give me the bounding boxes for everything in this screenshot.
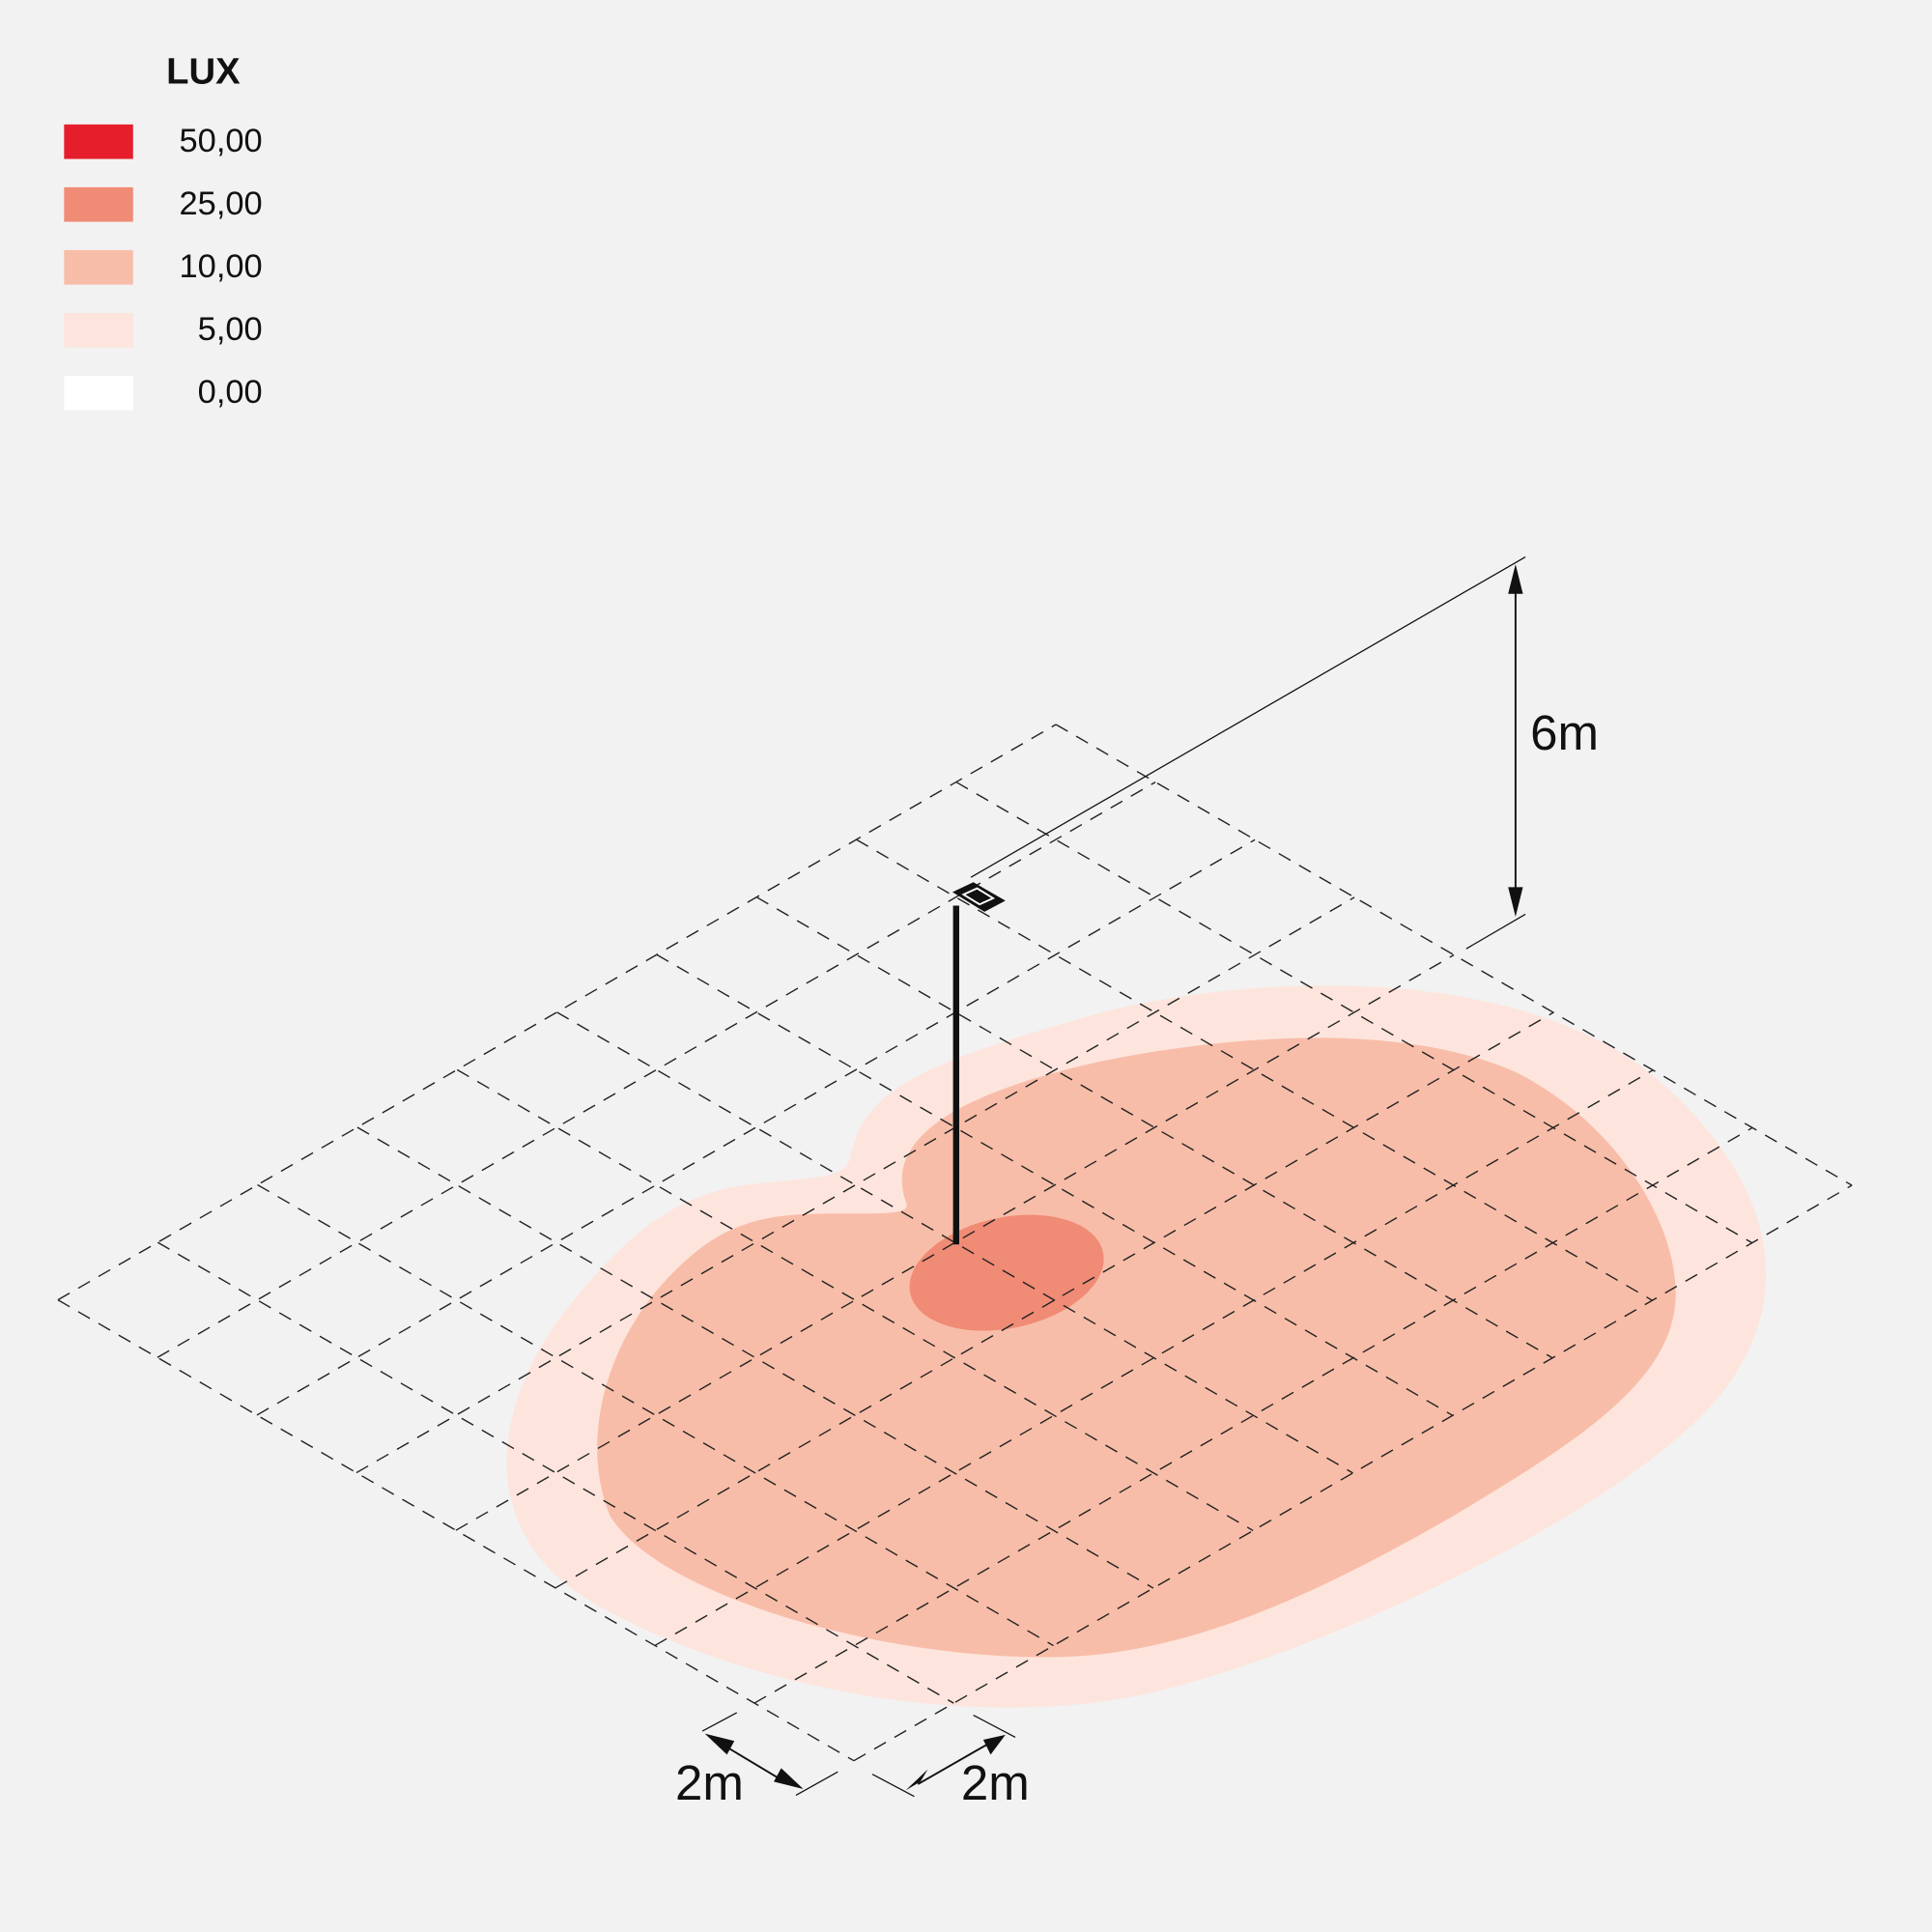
grid-line [656, 953, 1454, 1416]
luminaire-detail [961, 887, 996, 906]
grid-line [257, 1183, 1054, 1647]
legend-label: 0,00 [198, 374, 263, 411]
dimension-arrowheads [704, 1733, 1006, 1791]
grid-line [853, 1184, 1853, 1762]
grid-line [57, 724, 1057, 1301]
legend-swatch [64, 249, 133, 285]
grid-line [455, 953, 1455, 1531]
luminaire [952, 882, 1006, 912]
grid-line [355, 896, 1355, 1474]
grid-line [856, 838, 1653, 1301]
height-dimension [970, 555, 1526, 950]
legend-title: LUX [166, 51, 241, 93]
grid-label-b: 2m [961, 1755, 1030, 1810]
grid-line [1055, 724, 1853, 1186]
grid-line [256, 838, 1256, 1416]
grid [57, 724, 1853, 1762]
grid-line [554, 1011, 1554, 1589]
grid-line [955, 781, 1753, 1244]
legend-swatch [64, 124, 133, 159]
grid-line [753, 1126, 1753, 1704]
grid-line [57, 1299, 855, 1762]
height-label: 6m [1530, 705, 1599, 760]
legend-label: 10,00 [180, 248, 263, 285]
legend-label: 5,00 [198, 311, 263, 348]
grid-label-a: 2m [675, 1755, 744, 1810]
grid-line [456, 1068, 1254, 1532]
legend: LUX 50,00 25,00 10,00 5,00 0,00 [64, 51, 263, 411]
contour-10 [597, 1037, 1676, 1658]
grid-line [556, 1011, 1353, 1474]
grid-line [156, 1241, 954, 1704]
grid-line [755, 896, 1553, 1359]
legend-swatch [64, 376, 133, 411]
legend-swatch [64, 186, 133, 222]
grid-line [654, 1069, 1654, 1647]
legend-label: 25,00 [180, 185, 263, 222]
legend-swatch [64, 312, 133, 348]
grid-line [356, 1126, 1154, 1589]
grid-line [156, 781, 1156, 1358]
legend-label: 50,00 [180, 123, 263, 159]
